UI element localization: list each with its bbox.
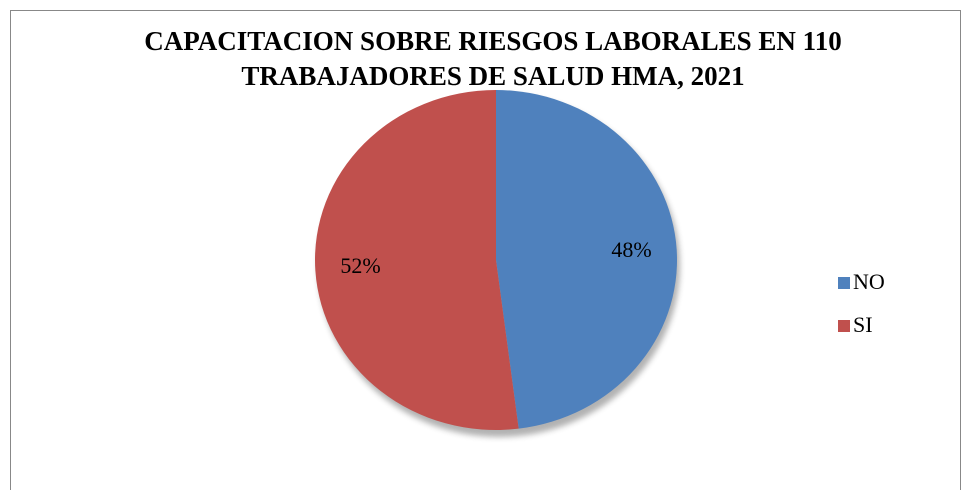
chart-border: [10, 10, 961, 490]
data-label: 52%: [340, 253, 380, 278]
pie-slice: [496, 90, 677, 429]
data-label: 48%: [611, 237, 651, 262]
pie-slice: [314, 90, 519, 430]
legend-swatch: [838, 320, 850, 332]
legend-swatch: [838, 277, 850, 289]
chart-title: CAPACITACION SOBRE RIESGOS LABORALES EN …: [144, 26, 842, 91]
legend-label: SI: [853, 312, 873, 337]
legend-label: NO: [853, 269, 885, 294]
